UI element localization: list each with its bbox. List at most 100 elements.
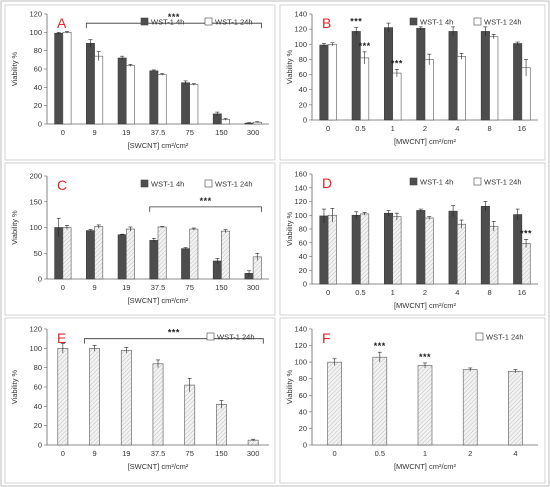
panel-letter: B: [322, 15, 331, 31]
x-axis-label: [SWCNT] cm²/cm²: [128, 296, 189, 305]
panel-frame: [4, 162, 276, 316]
panel-letter: C: [57, 177, 67, 193]
panel-frame: [279, 317, 546, 484]
bar: [456, 56, 466, 121]
y-tick-label: 20: [299, 100, 307, 109]
y-tick-label: 120: [294, 341, 307, 350]
x-tick-label: 4: [455, 288, 459, 297]
y-tick-label: 0: [38, 120, 42, 129]
bar: [416, 210, 426, 285]
x-tick-label: 4: [513, 449, 517, 458]
x-tick-label: 300: [247, 449, 260, 458]
y-tick-label: 20: [299, 266, 307, 275]
y-tick-label: 80: [299, 225, 307, 234]
bar: [327, 43, 337, 121]
bar: [189, 84, 199, 125]
bar: [125, 65, 135, 125]
x-tick-label: 4: [455, 124, 459, 133]
x-tick-label: 19: [122, 283, 130, 292]
y-tick-label: 120: [294, 197, 307, 206]
bar: [360, 57, 370, 121]
y-tick-label: 20: [299, 424, 307, 433]
panel-letter: D: [322, 175, 332, 191]
x-tick-label: 75: [186, 449, 194, 458]
x-tick-label: 19: [122, 449, 130, 458]
bar: [327, 214, 337, 285]
bar: [149, 70, 159, 125]
y-tick-label: 40: [299, 407, 307, 416]
bar: [94, 226, 104, 280]
x-tick-label: 19: [122, 128, 130, 137]
x-tick-label: 37.5: [151, 449, 166, 458]
panel-letter: A: [57, 15, 67, 31]
y-tick-label: 100: [29, 223, 42, 232]
significance-label: ***: [359, 41, 371, 51]
bar: [57, 348, 69, 446]
x-tick-label: 9: [92, 283, 96, 292]
chart-panel-e: 0 20 40 60 80 100 120 Viability % [SWCNT] cm²/cm…: [4, 317, 276, 484]
bar: [424, 217, 434, 285]
y-axis-label: Viability %: [10, 51, 19, 86]
bar: [480, 31, 490, 121]
y-axis-label: Viability %: [10, 210, 19, 245]
y-tick-label: 20: [34, 421, 42, 430]
y-tick-label: 140: [294, 325, 307, 334]
y-tick-label: 60: [34, 383, 42, 392]
significance-bracket: [85, 22, 262, 29]
y-axis-label: Viability %: [285, 49, 294, 84]
significance-label: ***: [350, 17, 362, 27]
x-tick-label: 37.5: [151, 128, 166, 137]
bar: [513, 43, 523, 121]
significance-label: ***: [168, 328, 180, 338]
x-tick-label: 1: [391, 288, 395, 297]
legend-swatch: [409, 177, 418, 186]
x-tick-label: 0.5: [355, 124, 365, 133]
y-tick-label: 100: [294, 211, 307, 220]
bar: [372, 356, 388, 446]
bar: [521, 243, 531, 285]
bar: [212, 260, 222, 280]
bar: [62, 32, 72, 125]
x-axis-label: [MWCNT] cm²/cm²: [394, 462, 457, 471]
y-tick-label: 40: [34, 402, 42, 411]
significance-label: ***: [391, 58, 403, 68]
bar: [189, 228, 199, 280]
legend-label: WST-1 24h: [484, 18, 522, 27]
y-tick-label: 60: [299, 238, 307, 247]
chart-panel-a: 0 20 40 60 80 100 120 Viability % [SWCNT] cm²/cm…: [4, 4, 276, 161]
legend-label: WST-1 24h: [484, 178, 522, 187]
legend-label: WST-1 4h: [420, 178, 453, 187]
x-axis-label: [MWCNT] cm²/cm²: [394, 137, 457, 146]
significance-label: ***: [168, 12, 180, 22]
y-tick-label: 0: [303, 116, 307, 125]
x-tick-label: 0.5: [375, 449, 385, 458]
bar: [86, 230, 95, 280]
bar: [157, 74, 167, 125]
significance-label: ***: [419, 352, 431, 362]
x-tick-label: 150: [215, 449, 228, 458]
x-axis-label: [SWCNT] cm²/cm²: [128, 141, 189, 150]
legend-swatch: [140, 17, 149, 26]
bar: [181, 82, 191, 125]
x-tick-label: 2: [468, 449, 472, 458]
significance-label: ***: [200, 196, 212, 206]
x-tick-label: 16: [518, 288, 526, 297]
bar: [384, 212, 394, 285]
bar: [120, 349, 132, 446]
y-tick-label: 0: [38, 441, 42, 450]
x-tick-label: 2: [423, 288, 427, 297]
y-axis-label: Viability %: [10, 369, 19, 404]
bar: [448, 31, 458, 121]
bar: [181, 248, 191, 280]
y-tick-label: 60: [299, 70, 307, 79]
bar: [508, 370, 523, 446]
x-tick-label: 0: [61, 449, 65, 458]
legend-swatch: [206, 332, 215, 341]
panel-letter: F: [322, 330, 331, 346]
x-tick-label: 150: [215, 283, 228, 292]
y-tick-label: 150: [29, 197, 42, 206]
bar: [480, 206, 490, 285]
y-tick-label: 160: [294, 170, 307, 179]
